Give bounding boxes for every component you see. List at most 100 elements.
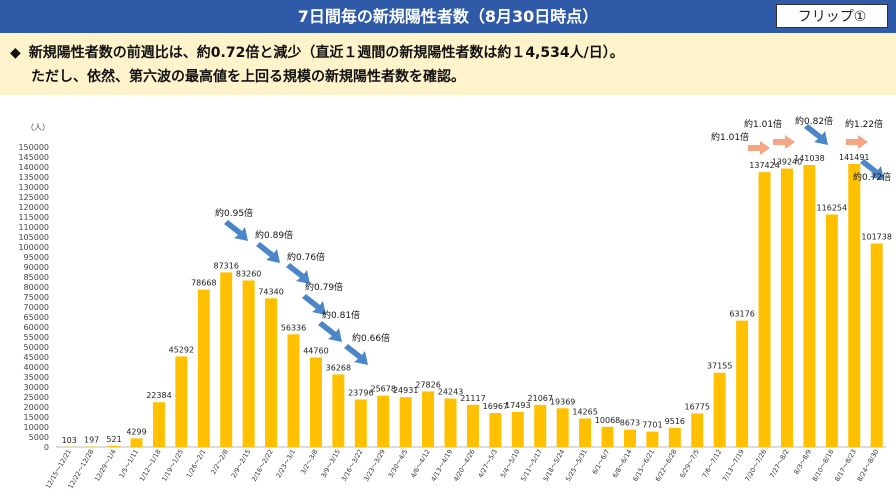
x-tick-label: 8/17～8/23 (833, 448, 858, 483)
x-tick-label: 5/25～5/31 (564, 448, 589, 483)
x-tick-label: 1/5～1/11 (118, 448, 141, 479)
bullet-icon: ◆ (10, 45, 21, 61)
bar (825, 214, 838, 447)
up-arrow-icon (748, 141, 770, 155)
data-label: 7701 (642, 421, 662, 430)
bar (556, 408, 569, 447)
data-label: 9516 (665, 417, 685, 426)
data-label: 4299 (126, 427, 146, 436)
data-label: 139240 (772, 158, 803, 167)
down-arrow-icon (860, 159, 884, 180)
summary-line-1: ◆ 新規陽性者数の前週比は、約0.72倍と減少（直近１週間の新規陽性者数は約１4,… (10, 42, 624, 62)
data-label: 63176 (729, 310, 754, 319)
x-tick-label: 8/24～8/30 (856, 448, 881, 483)
data-label: 78668 (191, 279, 216, 288)
x-tick-label: 4/20～4/26 (452, 448, 477, 483)
x-tick-label: 3/2～3/8 (299, 448, 320, 476)
x-tick-label: 7/13～7/19 (721, 448, 746, 483)
y-tick-label: 40000 (24, 363, 49, 372)
x-tick-label: 4/13～4/19 (429, 448, 454, 483)
down-arrow-icon (302, 294, 326, 315)
summary-line-2: ただし、依然、第六波の最高値を上回る規模の新規陽性者数を確認。 (31, 69, 465, 85)
data-label: 10068 (595, 416, 620, 425)
y-tick-label: 65000 (24, 313, 49, 322)
bar (242, 280, 255, 447)
x-tick-label: 3/30～4/5 (387, 448, 410, 479)
bar (668, 427, 681, 447)
x-tick-label: 1/12～1/18 (138, 448, 163, 483)
y-tick-label: 150000 (18, 143, 49, 152)
data-label: 21067 (528, 394, 553, 403)
up-arrow-icon (846, 135, 868, 149)
data-label: 8673 (620, 419, 640, 428)
y-tick-label: 115000 (18, 213, 49, 222)
bar (399, 397, 412, 447)
data-label: 56336 (281, 323, 306, 332)
data-label: 137424 (749, 161, 780, 170)
y-tick-label: 50000 (24, 343, 49, 352)
ratio-annotation: 約1.22倍 (845, 118, 883, 130)
bar (489, 413, 502, 447)
bar (736, 320, 749, 447)
bar (601, 426, 614, 447)
x-tick-label: 1/26～2/1 (185, 448, 208, 479)
data-label: 23796 (348, 388, 373, 397)
data-label: 44760 (303, 346, 328, 355)
y-tick-label: 25000 (24, 393, 49, 402)
data-label: 521 (106, 435, 121, 444)
bar (691, 413, 704, 447)
x-tick-label: 4/6～4/12 (409, 448, 432, 479)
data-label: 24931 (393, 386, 418, 395)
y-tick-label: 45000 (24, 353, 49, 362)
data-label: 101738 (861, 233, 892, 242)
bar (422, 391, 435, 447)
ratio-annotation: 約0.82倍 (795, 115, 833, 127)
y-tick-label: 35000 (24, 373, 49, 382)
ratio-annotation: 約0.89倍 (255, 229, 293, 241)
summary-box: ◆ 新規陽性者数の前週比は、約0.72倍と減少（直近１週間の新規陽性者数は約１4,… (0, 33, 896, 95)
bar (444, 398, 457, 447)
x-tick-label: 8/10～8/16 (811, 448, 836, 483)
y-tick-label: 55000 (24, 333, 49, 342)
bar (175, 356, 188, 447)
data-label: 16967 (483, 402, 508, 411)
x-tick-label: 6/8～6/14 (611, 448, 634, 479)
ratio-annotation: 約0.95倍 (215, 207, 253, 219)
x-tick-label: 7/6～7/12 (701, 448, 724, 479)
data-label: 197 (84, 436, 99, 445)
data-label: 45292 (169, 345, 194, 354)
data-label: 17493 (505, 401, 530, 410)
data-label: 25678 (371, 385, 396, 394)
x-tick-label: 2/23～3/1 (275, 448, 298, 479)
y-tick-label: 75000 (24, 293, 49, 302)
title-bar (0, 0, 896, 33)
x-tick-label: 1/19～1/25 (160, 448, 185, 483)
y-tick-label: 140000 (18, 163, 49, 172)
x-tick-label: 6/29～7/5 (678, 448, 701, 479)
data-label: 21117 (460, 394, 485, 403)
data-label: 27826 (415, 380, 440, 389)
bar (332, 374, 345, 447)
y-tick-label: 5000 (29, 433, 49, 442)
bar (870, 243, 883, 447)
data-label: 83260 (236, 269, 261, 278)
y-tick-label: 110000 (18, 223, 49, 232)
x-tick-label: 12/29～1/4 (93, 448, 118, 483)
data-label: 24243 (438, 388, 463, 397)
y-tick-label: 100000 (18, 243, 49, 252)
bar (534, 404, 547, 447)
page-title: 7日間毎の新規陽性者数（8月30日時点） (297, 7, 599, 26)
y-tick-label: 95000 (24, 253, 49, 262)
x-tick-label: 6/22～6/28 (654, 448, 679, 483)
ratio-annotation: 約0.72倍 (853, 171, 891, 183)
y-tick-label: 15000 (24, 413, 49, 422)
data-label: 116254 (817, 203, 848, 212)
bar (758, 172, 771, 447)
down-arrow-icon (804, 124, 828, 145)
data-label: 103 (62, 436, 77, 445)
data-label: 22384 (146, 391, 171, 400)
ratio-annotation: 約0.66倍 (352, 332, 390, 344)
y-tick-label: 80000 (24, 283, 49, 292)
y-tick-label: 20000 (24, 403, 49, 412)
down-arrow-icon (318, 321, 342, 342)
